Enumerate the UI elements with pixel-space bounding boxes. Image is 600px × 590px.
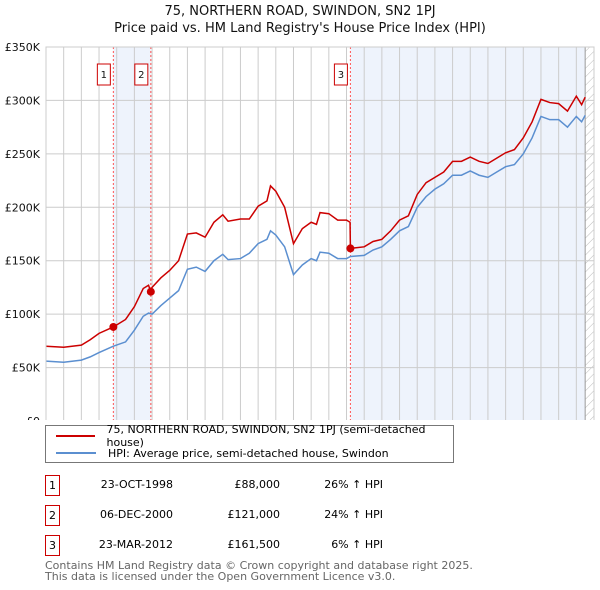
forecast-hatch	[585, 47, 594, 420]
sale-price: £88,000	[234, 478, 281, 491]
sale-number: 2	[45, 505, 60, 526]
y-tick-label: £150K	[5, 255, 41, 268]
y-tick-label: £0	[26, 415, 40, 420]
sale-point	[146, 287, 155, 296]
sale-marker-box	[134, 63, 149, 86]
y-tick-label: £100K	[5, 308, 41, 321]
y-tick-label: £300K	[5, 94, 41, 107]
sale-marker-label: 2	[138, 70, 144, 81]
y-tick-label: £250K	[5, 148, 41, 161]
y-tick-label: £200K	[5, 201, 41, 214]
sale-price: £161,500	[227, 538, 281, 551]
sale-row: 2 06-DEC-2000 £121,000 24% ↑ HPI	[45, 505, 445, 526]
legend-property-swatch	[56, 435, 95, 437]
sale-hpi-diff: 24% ↑ HPI	[324, 508, 383, 521]
footer-copyright: Contains HM Land Registry data © Crown c…	[45, 559, 473, 572]
legend-hpi-label: HPI: Average price, semi-detached house,…	[108, 446, 389, 460]
legend-hpi-swatch	[56, 452, 96, 454]
sale-point	[109, 322, 118, 331]
sale-marker-box	[333, 63, 348, 86]
sale-date: 23-OCT-1998	[100, 478, 173, 491]
sale-date: 06-DEC-2000	[99, 508, 173, 521]
legend: 75, NORTHERN ROAD, SWINDON, SN2 1PJ (sem…	[45, 423, 454, 463]
chart-title: 75, NORTHERN ROAD, SWINDON, SN2 1PJ	[164, 4, 436, 19]
sale-hpi-diff: 6% ↑ HPI	[331, 538, 383, 551]
footer-licence: This data is licensed under the Open Gov…	[45, 570, 396, 583]
sale-price: £121,000	[227, 508, 281, 521]
sale-marker-label: 1	[101, 70, 107, 81]
plot-border	[45, 46, 595, 420]
sale-marker-box	[96, 63, 111, 86]
sale-hpi-diff: 26% ↑ HPI	[324, 478, 383, 491]
y-tick-label: £350K	[5, 41, 41, 54]
shaded-range-1	[113, 47, 151, 420]
y-tick-label: £50K	[12, 362, 41, 375]
sale-marker-label: 3	[338, 70, 344, 81]
sale-number: 1	[45, 475, 60, 496]
legend-property-label: 75, NORTHERN ROAD, SWINDON, SN2 1PJ (sem…	[106, 423, 426, 449]
shaded-range-2	[350, 47, 586, 420]
sale-row: 1 23-OCT-1998 £88,000 26% ↑ HPI	[45, 475, 445, 496]
hpi-line	[45, 115, 586, 363]
sale-number: 3	[45, 535, 60, 556]
sale-row: 3 23-MAR-2012 £161,500 6% ↑ HPI	[45, 535, 445, 556]
sale-date: 23-MAR-2012	[98, 538, 173, 551]
price-chart: 1995199619971998199920002001200220032004…	[5, 41, 595, 420]
chart-subtitle: Price paid vs. HM Land Registry's House …	[114, 21, 486, 36]
sale-point	[346, 244, 355, 253]
